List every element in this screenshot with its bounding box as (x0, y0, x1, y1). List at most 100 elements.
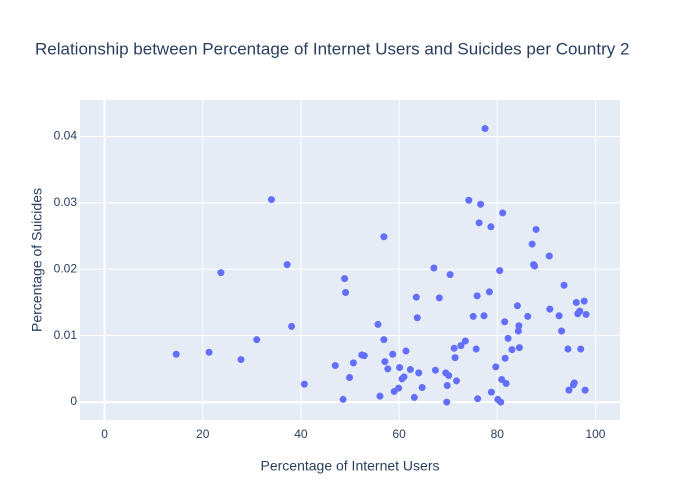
data-point (581, 386, 589, 394)
y-axis-ticks: 0 0.01 0.02 0.03 0.04 (54, 129, 78, 409)
data-point (582, 310, 590, 318)
data-point (410, 393, 418, 401)
data-point (300, 380, 308, 388)
data-point (450, 344, 458, 352)
data-point (389, 350, 397, 358)
x-tick-label: 20 (196, 427, 210, 441)
y-tick-label: 0 (70, 394, 77, 408)
data-point (501, 318, 509, 326)
data-point (496, 267, 504, 275)
data-point (341, 275, 349, 283)
y-tick-label: 0.01 (54, 328, 78, 342)
data-point (288, 322, 296, 330)
data-point (430, 264, 438, 272)
data-point (217, 269, 225, 277)
data-point (497, 398, 505, 406)
data-point (558, 327, 566, 335)
x-axis-title: Percentage of Internet Users (261, 458, 440, 474)
data-point (412, 293, 420, 301)
data-point (443, 398, 451, 406)
data-point (446, 271, 454, 279)
data-point (528, 240, 536, 248)
data-point (360, 352, 368, 360)
data-point (475, 219, 483, 227)
data-point (501, 354, 509, 362)
data-point (492, 363, 500, 371)
data-point (172, 350, 180, 358)
data-point (253, 336, 261, 344)
data-point (481, 125, 489, 133)
data-point (532, 225, 540, 233)
data-point (418, 383, 426, 391)
y-tick-label: 0.04 (54, 129, 78, 143)
data-point (545, 252, 553, 260)
data-point (406, 366, 414, 374)
data-point (380, 336, 388, 344)
data-point (477, 200, 485, 208)
data-point (396, 364, 404, 372)
data-point (435, 294, 443, 302)
data-point (339, 395, 347, 403)
data-point (580, 297, 588, 305)
data-point (331, 362, 339, 370)
data-point (504, 334, 512, 342)
data-point (572, 298, 580, 306)
data-point (395, 384, 403, 392)
data-point (564, 345, 572, 353)
data-point (508, 346, 516, 354)
data-point (577, 345, 585, 353)
data-point (237, 356, 245, 364)
data-point (400, 373, 408, 381)
y-tick-label: 0.02 (54, 261, 78, 275)
data-point (565, 386, 573, 394)
y-tick-label: 0.03 (54, 195, 78, 209)
data-point (480, 312, 488, 320)
data-point (531, 262, 539, 270)
data-point (381, 358, 389, 366)
data-point (473, 292, 481, 300)
data-point (469, 312, 477, 320)
data-point (267, 196, 275, 204)
x-tick-label: 100 (585, 427, 605, 441)
data-point (555, 312, 563, 320)
data-point (431, 366, 439, 374)
data-point (443, 381, 451, 389)
data-point (380, 233, 388, 241)
data-point (502, 379, 510, 387)
x-tick-label: 60 (392, 427, 406, 441)
data-points (172, 125, 590, 406)
data-point (384, 365, 392, 373)
data-point (576, 307, 584, 315)
data-point (487, 388, 495, 396)
data-point (570, 379, 578, 387)
data-point (374, 320, 382, 328)
data-point (465, 196, 473, 204)
data-point (402, 347, 410, 355)
zero-lines (80, 100, 620, 420)
data-point (515, 322, 523, 330)
data-point (349, 359, 357, 367)
data-point (515, 344, 523, 352)
data-point (415, 369, 423, 377)
data-point (376, 392, 384, 400)
x-tick-label: 80 (491, 427, 505, 441)
x-axis-ticks: 0 20 40 60 80 100 (101, 427, 606, 441)
data-point (499, 209, 507, 217)
data-point (205, 348, 213, 356)
data-point (560, 281, 568, 289)
data-point (461, 337, 469, 345)
data-point (474, 395, 482, 403)
plot-area (80, 100, 620, 420)
data-point (487, 223, 495, 231)
y-axis-title: Percentage of Suicides (29, 188, 45, 332)
chart-title: Relationship between Percentage of Inter… (35, 39, 629, 58)
data-point (514, 327, 522, 335)
x-tick-label: 40 (294, 427, 308, 441)
data-point (283, 261, 291, 269)
data-point (413, 314, 421, 322)
grid-lines (80, 100, 620, 420)
data-point (485, 288, 493, 296)
data-point (457, 342, 465, 350)
data-point (546, 305, 554, 313)
